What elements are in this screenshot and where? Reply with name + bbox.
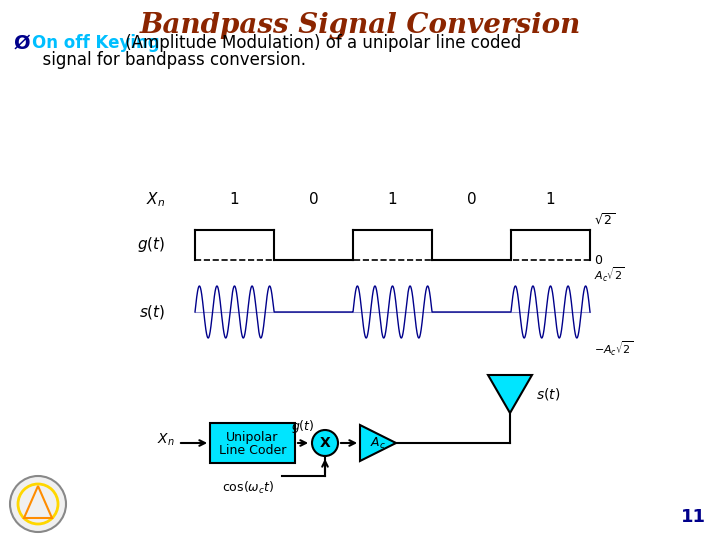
Text: 0: 0 [467, 192, 477, 207]
Circle shape [10, 476, 66, 532]
Text: 1: 1 [546, 192, 555, 207]
Text: $s(t)$: $s(t)$ [138, 303, 165, 321]
Text: $\sqrt{2}$: $\sqrt{2}$ [594, 213, 615, 228]
Text: Line Coder: Line Coder [219, 443, 286, 456]
Polygon shape [488, 375, 532, 413]
Ellipse shape [312, 430, 338, 456]
Text: $-A_c\sqrt{2}$: $-A_c\sqrt{2}$ [594, 340, 634, 359]
Text: $g(t)$: $g(t)$ [137, 235, 165, 254]
Text: 1: 1 [230, 192, 239, 207]
Text: $A_c\sqrt{2}$: $A_c\sqrt{2}$ [594, 266, 625, 284]
Text: $\cos(\omega_c t)$: $\cos(\omega_c t)$ [222, 480, 274, 496]
Text: $X_n$: $X_n$ [158, 432, 175, 448]
Text: $A_c$: $A_c$ [370, 435, 386, 450]
Text: $X_n$: $X_n$ [146, 191, 165, 210]
Text: signal for bandpass conversion.: signal for bandpass conversion. [32, 51, 306, 69]
Text: Ø: Ø [14, 33, 31, 52]
Text: Bandpass Signal Conversion: Bandpass Signal Conversion [140, 12, 580, 39]
Text: $s(t)$: $s(t)$ [536, 386, 560, 402]
Text: On off Keying: On off Keying [32, 34, 160, 52]
Text: 0: 0 [309, 192, 318, 207]
Text: 1: 1 [387, 192, 397, 207]
Text: $0$: $0$ [594, 253, 603, 267]
Text: (Amplitude Modulation) of a unipolar line coded: (Amplitude Modulation) of a unipolar lin… [120, 34, 521, 52]
Text: X: X [320, 436, 330, 450]
Text: $g(t)$: $g(t)$ [291, 418, 315, 435]
FancyBboxPatch shape [210, 423, 295, 463]
Text: Unipolar: Unipolar [226, 430, 279, 443]
Polygon shape [360, 425, 396, 461]
Text: 11: 11 [681, 508, 706, 526]
